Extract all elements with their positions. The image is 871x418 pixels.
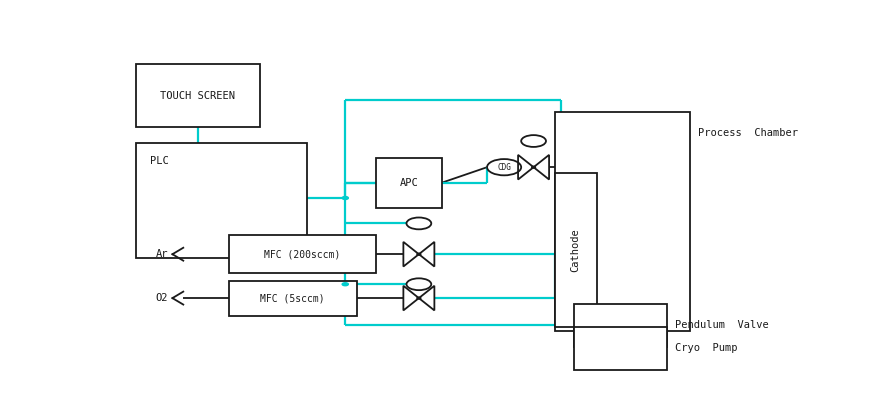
- Bar: [574, 304, 667, 347]
- Text: Cryo  Pump: Cryo Pump: [675, 343, 737, 353]
- Text: Pendulum  Valve: Pendulum Valve: [675, 320, 768, 330]
- Text: Ar: Ar: [155, 249, 168, 259]
- Bar: [376, 158, 442, 208]
- Text: APC: APC: [400, 178, 418, 188]
- Circle shape: [407, 278, 431, 290]
- Circle shape: [342, 196, 348, 199]
- Bar: [574, 327, 667, 370]
- Bar: [555, 112, 690, 331]
- Bar: [555, 173, 598, 327]
- Circle shape: [417, 253, 421, 255]
- Text: Cathode: Cathode: [571, 229, 580, 272]
- Bar: [229, 281, 357, 316]
- Text: TOUCH SCREEN: TOUCH SCREEN: [160, 91, 235, 101]
- Text: CDG: CDG: [497, 163, 511, 172]
- Text: MFC (5sccm): MFC (5sccm): [260, 293, 325, 303]
- Bar: [136, 143, 307, 258]
- Bar: [229, 235, 376, 273]
- Text: PLC: PLC: [150, 156, 169, 166]
- Circle shape: [487, 159, 521, 175]
- Text: O2: O2: [155, 293, 168, 303]
- Circle shape: [521, 135, 546, 147]
- Text: MFC (200sccm): MFC (200sccm): [265, 249, 341, 259]
- Circle shape: [531, 166, 536, 168]
- Circle shape: [342, 283, 348, 286]
- Circle shape: [417, 297, 421, 299]
- Circle shape: [407, 217, 431, 229]
- Text: Process  Chamber: Process Chamber: [698, 128, 798, 138]
- Bar: [136, 64, 260, 127]
